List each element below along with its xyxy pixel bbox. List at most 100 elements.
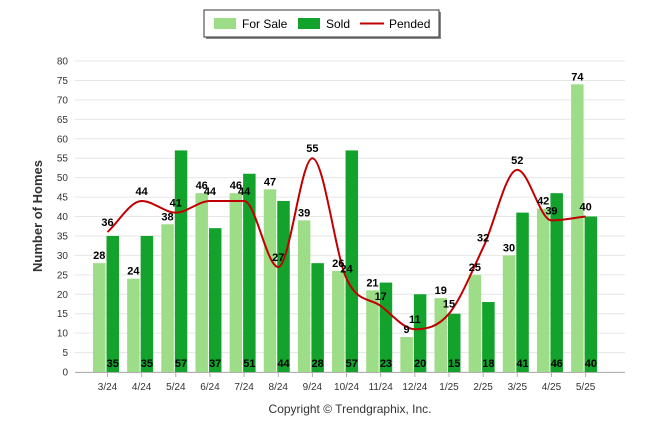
y-tick-label: 60 <box>57 134 69 145</box>
data-label-sold: 18 <box>482 358 494 370</box>
data-label-pended: 52 <box>511 155 523 167</box>
data-label-sold: 37 <box>209 358 221 370</box>
data-label-sold: 35 <box>141 358 153 370</box>
bar-sold <box>140 235 154 372</box>
x-tick-label: 8/24 <box>269 382 289 393</box>
bar-for-sale <box>536 208 550 372</box>
x-tick-label: 5/24 <box>166 382 186 393</box>
legend-box <box>203 9 440 38</box>
data-label-pended: 44 <box>204 186 217 198</box>
y-tick-label: 5 <box>62 348 68 359</box>
bar-for-sale <box>161 224 174 372</box>
x-tick-label: 11/24 <box>369 382 394 393</box>
data-label-for-sale: 42 <box>537 196 549 208</box>
data-label-for-sale: 46 <box>230 180 242 192</box>
x-tick-label: 12/24 <box>402 382 427 393</box>
legend-swatch-for-sale <box>214 18 236 29</box>
data-label-sold: 57 <box>346 358 358 370</box>
data-label-pended: 40 <box>579 202 591 214</box>
x-tick-label: 7/24 <box>234 382 254 393</box>
bar-for-sale <box>366 290 379 372</box>
data-label-for-sale: 28 <box>93 250 105 262</box>
bars <box>93 84 598 372</box>
data-label-for-sale: 47 <box>264 176 276 188</box>
y-tick-label: 0 <box>62 368 68 379</box>
bar-sold <box>516 212 529 372</box>
y-axis-ticks: 0 5 10 15 20 25 30 35 40 45 50 55 60 65 70 75 80 <box>57 57 69 379</box>
y-tick-label: 15 <box>57 309 69 320</box>
x-tick-label: 3/24 <box>98 382 118 393</box>
y-tick-label: 20 <box>57 290 69 301</box>
bar-for-sale <box>468 274 482 372</box>
data-label-pended: 17 <box>375 291 387 303</box>
pended-line <box>106 157 586 331</box>
x-tick-label: 5/25 <box>576 382 596 393</box>
x-tick-label: 4/24 <box>132 382 152 393</box>
copyright-text: Copyright © Trendgraphix, Inc. <box>269 402 432 416</box>
x-tick-label: 2/25 <box>473 382 493 393</box>
data-label-pended: 55 <box>306 143 318 155</box>
data-label-for-sale: 30 <box>503 242 515 254</box>
data-label-pended: 39 <box>545 205 557 217</box>
x-axis: 3/24 4/24 5/24 6/24 7/24 8/24 9/24 10/24 11/24 12… <box>75 372 625 393</box>
x-tick-label: 4/25 <box>542 382 562 393</box>
legend-label-sold: Sold <box>326 17 350 31</box>
y-tick-label: 65 <box>57 115 69 126</box>
y-tick-label: 40 <box>57 212 69 223</box>
bar-sold <box>208 228 222 372</box>
bar-sold <box>174 150 188 372</box>
bar-sold <box>584 216 598 372</box>
x-tick-label: 6/24 <box>200 382 220 393</box>
y-tick-label: 10 <box>57 329 69 340</box>
y-tick-label: 80 <box>57 57 69 68</box>
x-tick-label: 9/24 <box>303 382 323 393</box>
data-label-pended: 24 <box>340 264 353 276</box>
bar-sold <box>277 200 290 372</box>
data-label-for-sale: 26 <box>332 258 344 270</box>
x-tick-label: 10/24 <box>334 382 359 393</box>
y-tick-label: 35 <box>57 231 69 242</box>
bar-for-sale <box>332 270 345 372</box>
legend-swatch-sold <box>298 18 320 29</box>
data-label-pended: 15 <box>443 299 455 311</box>
data-label-sold: 41 <box>516 358 528 370</box>
data-label-for-sale: 19 <box>435 285 447 297</box>
x-tick-label: 3/25 <box>508 382 528 393</box>
data-label-sold: 46 <box>551 358 563 370</box>
data-label-for-sale: 46 <box>196 180 208 192</box>
bar-sold <box>311 263 324 372</box>
data-label-sold: 51 <box>243 358 255 370</box>
y-tick-label: 55 <box>57 154 69 165</box>
bar-for-sale <box>502 255 516 372</box>
bar-for-sale <box>229 193 243 372</box>
data-label-for-sale: 9 <box>404 324 410 336</box>
bar-for-sale <box>297 220 311 372</box>
data-label-pended: 27 <box>272 252 284 264</box>
data-label-for-sale: 21 <box>366 277 378 289</box>
bar-for-sale <box>195 193 208 372</box>
data-label-pended: 36 <box>101 217 113 229</box>
data-label-sold: 20 <box>414 358 426 370</box>
data-label-pended: 44 <box>238 186 251 198</box>
data-label-for-sale: 24 <box>127 266 140 278</box>
data-label-sold: 23 <box>380 358 392 370</box>
bar-sold <box>106 235 119 372</box>
bar-sold <box>379 282 393 372</box>
y-tick-label: 30 <box>57 251 69 262</box>
legend: For Sale Sold Pended <box>203 9 441 39</box>
data-label-pended: 32 <box>477 233 489 245</box>
data-label-sold: 44 <box>277 358 290 370</box>
bar-sold <box>413 294 427 372</box>
data-label-for-sale: 39 <box>298 207 310 219</box>
y-tick-label: 25 <box>57 270 69 281</box>
y-tick-label: 45 <box>57 193 69 204</box>
bar-for-sale <box>434 298 447 372</box>
data-label-sold: 40 <box>585 358 597 370</box>
bar-sold <box>448 313 461 372</box>
data-label-for-sale: 74 <box>571 71 584 83</box>
data-labels: 28 35 24 35 38 57 46 37 46 51 47 44 39 28 26 57 21 23 9 20 1… <box>93 71 597 370</box>
data-label-pended: 11 <box>409 314 421 326</box>
y-tick-label: 50 <box>57 173 69 184</box>
bar-for-sale <box>571 84 584 372</box>
